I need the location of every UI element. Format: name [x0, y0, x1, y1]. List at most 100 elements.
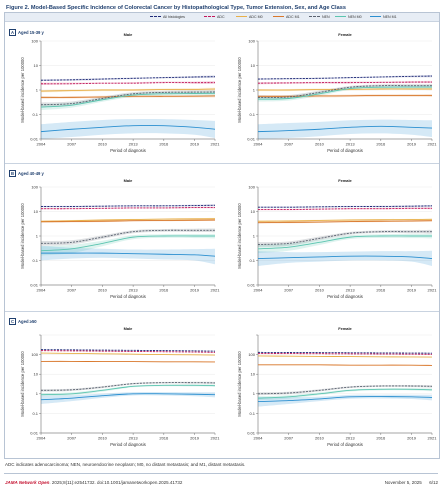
x-tick-label: 2019	[190, 436, 200, 441]
panel-b: B Aged 40-49 y	[5, 163, 439, 312]
x-tick-label: 2010	[98, 288, 108, 293]
legend-item-1: ADC	[204, 15, 225, 19]
panel-c-label: C Aged ≥50	[9, 318, 37, 325]
x-tick-label: 2007	[67, 142, 77, 147]
series-line-adc-m0	[257, 218, 433, 222]
chart-svg: 0.01 0.1 1 10 100 2004 2007 2010 2013 2016 2019 202…	[20, 334, 221, 447]
legend-swatch	[150, 16, 161, 18]
figure-frame: All histologies ADC ADC M0 ADC M1 NEN NEN M0 N…	[4, 12, 440, 459]
series-line-nen-m1	[40, 393, 216, 401]
series-line-adc-m1	[257, 220, 433, 224]
chart-svg: 0.01 0.1 1 10 100 2004 2007 2010 2013 2016 2019 202…	[237, 184, 437, 299]
y-tick-label: 0.1	[249, 258, 255, 263]
publication-date: November 5, 2025	[384, 480, 422, 485]
footer-citation: JAMA Network Open. 2025;8(11):e2541732. …	[5, 480, 182, 485]
y-tick-label: 10	[251, 372, 256, 377]
legend-label: ADC	[217, 14, 225, 19]
chart-svg: 0.01 0.1 1 10 100 2004 2007 2010 2013 2016 2019 202…	[20, 38, 220, 153]
x-tick-label: 2004	[254, 436, 264, 441]
plot-area: 0.01 0.1 1 10 100 2004 2007 2010 2013 2016 2019 202…	[237, 334, 437, 447]
plot-area: 0.01 0.1 1 10 100 2004 2007 2010 2013 2016 2019 202…	[20, 334, 221, 447]
x-tick-label: 2010	[98, 142, 108, 147]
series-line-adc	[257, 81, 433, 84]
y-tick-label: 1	[253, 87, 256, 92]
x-tick-label: 2004	[254, 288, 264, 293]
y-tick-label: 1	[36, 87, 39, 92]
series-line-nen-m0	[40, 384, 216, 396]
legend-label: ADC M0	[249, 14, 263, 19]
series-line-nen-m0	[257, 86, 433, 100]
y-axis-label: Model-based incidence per 100000	[237, 203, 242, 269]
series-line-adc	[40, 350, 216, 353]
series-line-adc-m0	[257, 88, 432, 91]
panel-a-title: Aged 15-39 y	[18, 30, 44, 35]
x-tick-label: 2007	[67, 436, 77, 441]
x-tick-label: 2016	[376, 436, 386, 441]
x-axis-label: Period of diagnosis	[327, 294, 363, 299]
series-line-adc-m1	[258, 364, 433, 366]
legend-swatch	[273, 16, 284, 18]
x-tick-label: 2019	[407, 436, 417, 441]
y-tick-label: 1	[36, 391, 39, 396]
chart-sex-title: Female	[338, 178, 352, 183]
series-line-nen-m1	[257, 125, 433, 133]
chart-sex-title: Male	[123, 32, 133, 37]
panel-a: A Aged 15-39 y	[5, 21, 439, 163]
y-tick-label: 0.1	[32, 411, 38, 416]
series-line-adc-m1	[257, 94, 432, 97]
y-axis-label: Model-based incidence per 100000	[20, 351, 25, 417]
ci-band-nen-m0	[41, 384, 215, 397]
legend-swatch	[309, 16, 320, 18]
ci-band-nen-m1	[41, 118, 215, 139]
y-axis-label: Model-based incidence per 100000	[20, 203, 25, 269]
y-axis-label: Model-based incidence per 100000	[237, 351, 242, 417]
x-tick-label: 2016	[159, 288, 169, 293]
legend-swatch	[335, 16, 346, 18]
series-line-nen-m1	[40, 125, 216, 133]
y-tick-label: 0.01	[247, 136, 256, 141]
chart-b-male: 0.01 0.1 1 10 100 2004 2007 2010 2013 2016 2019 202…	[11, 184, 221, 308]
y-axis-label: Model-based incidence per 100000	[237, 57, 242, 123]
plot-area: 0.01 0.1 1 10 100 2004 2007 2010 2013 2016 2019 202…	[237, 184, 437, 299]
ci-band-nen-m1	[258, 119, 432, 139]
series-line-all-histologies	[40, 76, 216, 81]
series-line-nen	[40, 229, 215, 244]
series-line-nen-m0	[40, 235, 215, 252]
ci-band-nen-m1	[258, 394, 432, 407]
legend-item-2: ADC M0	[236, 15, 263, 19]
x-axis-label: Period of diagnosis	[110, 442, 146, 447]
x-tick-label: 2019	[190, 142, 200, 147]
x-tick-label: 2016	[159, 436, 169, 441]
x-tick-label: 2016	[159, 142, 169, 147]
panel-a-label: A Aged 15-39 y	[9, 29, 44, 36]
x-tick-label: 2021	[211, 436, 221, 441]
chart-svg: 0.01 0.1 1 10 100 2004 2007 2010 2013 2016 2019 202…	[237, 334, 437, 447]
y-tick-label: 0.1	[32, 112, 38, 117]
y-tick-label: 0.01	[247, 282, 256, 287]
series-line-adc-m1	[40, 360, 216, 363]
x-tick-label: 2016	[376, 288, 386, 293]
series-line-all-histologies	[257, 351, 433, 354]
y-tick-label: 100	[31, 184, 38, 189]
x-tick-label: 2013	[129, 288, 139, 293]
series-line-all-histologies	[257, 205, 433, 208]
chart-svg: 0.01 0.1 1 10 100 2004 2007 2010 2013 2016 2019 202…	[20, 184, 221, 299]
panel-c-title: Aged ≥50	[18, 319, 37, 324]
y-tick-label: 10	[34, 63, 39, 68]
series-line-nen	[257, 385, 433, 395]
series-line-adc	[257, 207, 433, 211]
figure-footnote: ADC indicates adenocarcinoma; NEN, neuro…	[5, 462, 246, 467]
series-line-nen-m0	[40, 92, 216, 108]
ci-band-nen-m0	[258, 233, 432, 254]
x-tick-label: 2007	[284, 288, 294, 293]
y-tick-label: 100	[31, 38, 38, 43]
ci-band-nen-m1	[258, 250, 432, 266]
series-line-nen	[40, 382, 216, 391]
series-line-adc	[40, 207, 216, 210]
chart-c-male: 0.01 0.1 1 10 100 2004 2007 2010 2013 2016 2019 202…	[11, 333, 221, 456]
x-axis-label: Period of diagnosis	[110, 148, 146, 153]
x-tick-label: 2021	[211, 288, 221, 293]
y-tick-label: 10	[251, 209, 256, 214]
y-tick-label: 0.01	[30, 430, 39, 435]
x-tick-label: 2016	[376, 142, 386, 147]
